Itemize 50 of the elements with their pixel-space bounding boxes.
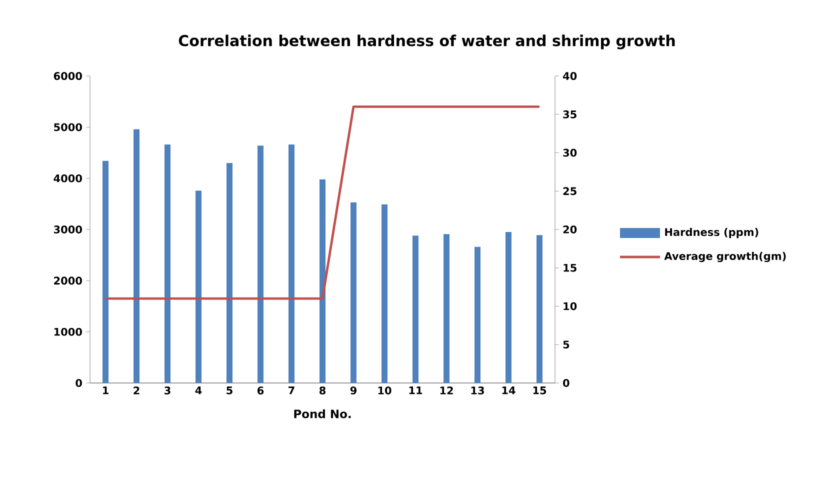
x-tick-label: 5 [226,386,232,394]
x-tick-label: 9 [350,386,356,394]
y2-tick-label: 10 [564,302,577,310]
y2-tick-label: 35 [563,110,576,118]
y-tick-label: 5000 [54,123,82,132]
x-tick-label: 3 [164,386,170,394]
y2-tick-label: 30 [563,148,577,157]
x-tick-label: 10 [378,386,392,394]
chart-title: Correlation between hardness of water and shrimp growth [178,34,675,50]
y-tick-label: 6000 [54,72,82,80]
x-axis-title: Pond No. [294,409,351,418]
bar [536,235,543,383]
x-tick-label: 4 [195,386,202,394]
x-tick-label: 11 [409,386,422,394]
y-tick-label: 4000 [54,174,82,182]
x-tick-label: 15 [533,386,546,394]
y2-tick-label: 40 [563,72,577,80]
x-tick-label: 2 [134,386,140,394]
y-tick-label: 3000 [54,226,82,234]
x-tick-label: 13 [471,386,484,394]
bar [134,129,140,383]
bar [164,144,171,383]
bar [320,179,326,383]
y2-tick-label: 15 [564,264,576,272]
legend-label: Hardness (ppm) [665,228,758,238]
x-tick-label: 14 [502,386,516,394]
x-tick-label: 1 [103,386,108,394]
y2-tick-label: 25 [563,187,576,196]
bar [196,190,202,383]
bar [506,232,512,383]
bar [288,144,295,383]
bar [474,246,481,383]
x-tick-label: 12 [440,386,453,394]
bar [382,204,388,383]
y2-tick-label: 5 [563,340,570,349]
x-tick-label: 7 [288,386,294,394]
bar [226,162,233,383]
bar [102,160,109,383]
bar [412,236,419,383]
x-tick-label: 6 [257,386,264,394]
bar [258,146,264,383]
bar [350,202,357,383]
y-tick-label: 2000 [54,276,82,285]
y2-tick-label: 20 [563,226,577,234]
x-tick-label: 8 [319,386,326,394]
y-tick-label: 0 [76,379,82,387]
legend-label: Average growth(gm) [664,252,786,262]
bar [444,234,450,383]
y2-tick-label: 0 [563,379,570,387]
y-tick-label: 1000 [54,328,82,336]
